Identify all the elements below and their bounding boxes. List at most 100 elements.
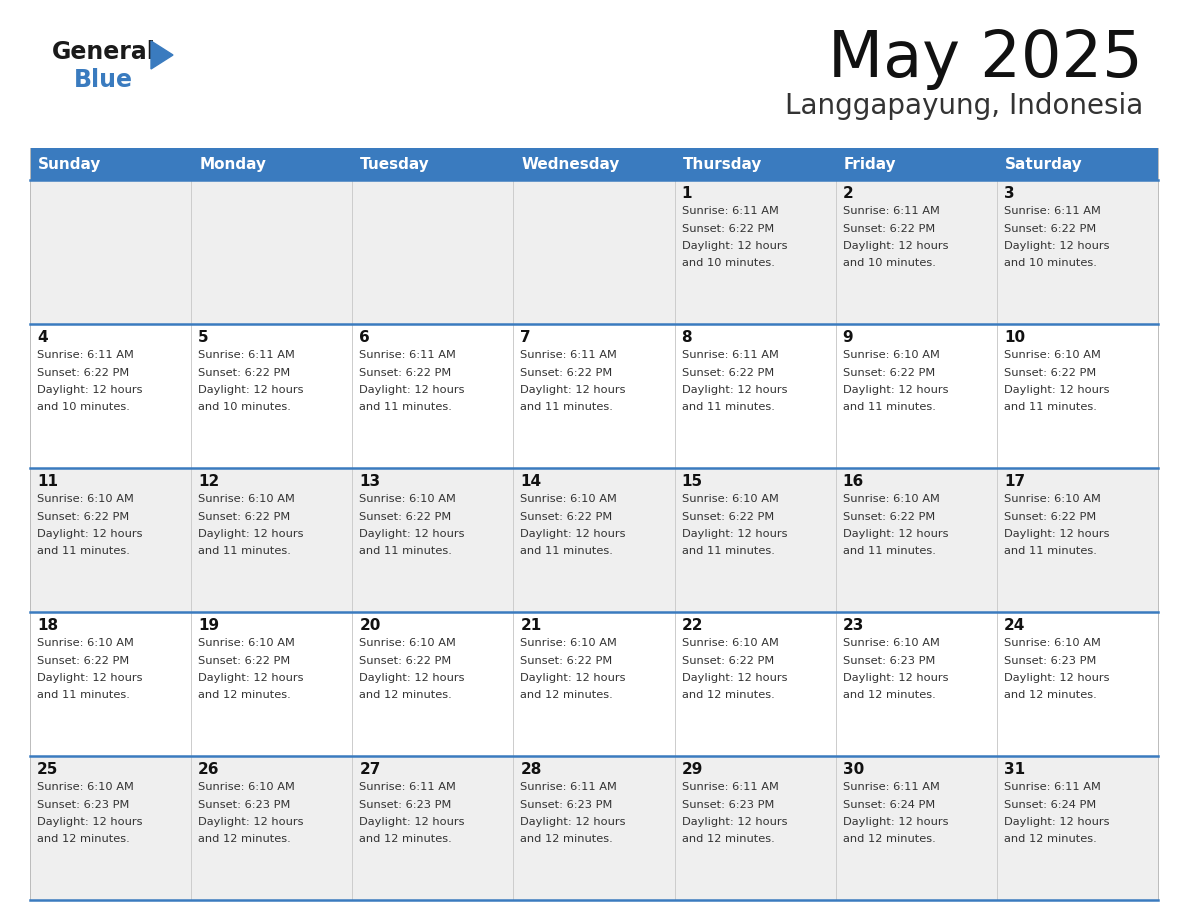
Text: Daylight: 12 hours: Daylight: 12 hours: [37, 817, 143, 827]
Text: and 12 minutes.: and 12 minutes.: [520, 690, 613, 700]
Text: Sunset: 6:22 PM: Sunset: 6:22 PM: [198, 655, 290, 666]
Text: and 12 minutes.: and 12 minutes.: [682, 834, 775, 845]
Text: Sunrise: 6:10 AM: Sunrise: 6:10 AM: [359, 638, 456, 648]
Text: Sunrise: 6:10 AM: Sunrise: 6:10 AM: [842, 638, 940, 648]
Text: and 12 minutes.: and 12 minutes.: [842, 690, 935, 700]
Text: and 12 minutes.: and 12 minutes.: [1004, 690, 1097, 700]
Text: Daylight: 12 hours: Daylight: 12 hours: [520, 673, 626, 683]
Text: Sunset: 6:22 PM: Sunset: 6:22 PM: [520, 367, 613, 377]
Text: Sunset: 6:22 PM: Sunset: 6:22 PM: [359, 655, 451, 666]
Text: Sunrise: 6:10 AM: Sunrise: 6:10 AM: [37, 494, 134, 504]
Text: Daylight: 12 hours: Daylight: 12 hours: [1004, 817, 1110, 827]
Text: Sunrise: 6:10 AM: Sunrise: 6:10 AM: [359, 494, 456, 504]
Text: Sunset: 6:22 PM: Sunset: 6:22 PM: [359, 367, 451, 377]
Text: 5: 5: [198, 330, 209, 345]
Text: Daylight: 12 hours: Daylight: 12 hours: [198, 385, 304, 395]
Text: 6: 6: [359, 330, 369, 345]
Text: Daylight: 12 hours: Daylight: 12 hours: [359, 673, 465, 683]
Text: Sunset: 6:23 PM: Sunset: 6:23 PM: [37, 800, 129, 810]
Text: Sunset: 6:22 PM: Sunset: 6:22 PM: [37, 511, 129, 521]
Text: Saturday: Saturday: [1005, 156, 1082, 172]
Text: Sunset: 6:22 PM: Sunset: 6:22 PM: [842, 511, 935, 521]
Text: 30: 30: [842, 762, 864, 777]
Text: and 10 minutes.: and 10 minutes.: [682, 259, 775, 268]
Text: and 11 minutes.: and 11 minutes.: [37, 546, 129, 556]
Text: Daylight: 12 hours: Daylight: 12 hours: [359, 529, 465, 539]
Text: 9: 9: [842, 330, 853, 345]
Text: Sunset: 6:22 PM: Sunset: 6:22 PM: [682, 511, 773, 521]
Text: Sunset: 6:23 PM: Sunset: 6:23 PM: [198, 800, 291, 810]
Text: Sunrise: 6:11 AM: Sunrise: 6:11 AM: [1004, 206, 1101, 216]
Text: Daylight: 12 hours: Daylight: 12 hours: [359, 817, 465, 827]
Text: Daylight: 12 hours: Daylight: 12 hours: [682, 673, 788, 683]
Text: Daylight: 12 hours: Daylight: 12 hours: [682, 385, 788, 395]
Text: Daylight: 12 hours: Daylight: 12 hours: [1004, 673, 1110, 683]
Text: Daylight: 12 hours: Daylight: 12 hours: [842, 529, 948, 539]
Text: 14: 14: [520, 474, 542, 489]
Text: Sunset: 6:22 PM: Sunset: 6:22 PM: [1004, 367, 1097, 377]
Text: and 11 minutes.: and 11 minutes.: [1004, 546, 1097, 556]
Text: Sunrise: 6:10 AM: Sunrise: 6:10 AM: [842, 494, 940, 504]
Text: Daylight: 12 hours: Daylight: 12 hours: [37, 529, 143, 539]
Text: Sunrise: 6:11 AM: Sunrise: 6:11 AM: [520, 350, 618, 360]
Text: Tuesday: Tuesday: [360, 156, 430, 172]
Text: Sunset: 6:22 PM: Sunset: 6:22 PM: [842, 223, 935, 233]
Text: and 12 minutes.: and 12 minutes.: [682, 690, 775, 700]
Text: Daylight: 12 hours: Daylight: 12 hours: [682, 241, 788, 251]
Text: Sunrise: 6:11 AM: Sunrise: 6:11 AM: [682, 782, 778, 792]
Text: 26: 26: [198, 762, 220, 777]
Text: 17: 17: [1004, 474, 1025, 489]
Text: Sunrise: 6:11 AM: Sunrise: 6:11 AM: [359, 782, 456, 792]
Text: Sunset: 6:22 PM: Sunset: 6:22 PM: [682, 655, 773, 666]
Text: Sunrise: 6:11 AM: Sunrise: 6:11 AM: [520, 782, 618, 792]
Bar: [30, 612, 1158, 756]
Text: 4: 4: [37, 330, 48, 345]
Text: and 10 minutes.: and 10 minutes.: [842, 259, 936, 268]
Bar: [30, 180, 1158, 324]
Text: Sunrise: 6:11 AM: Sunrise: 6:11 AM: [682, 350, 778, 360]
Text: 25: 25: [37, 762, 58, 777]
Text: Daylight: 12 hours: Daylight: 12 hours: [198, 529, 304, 539]
Text: and 10 minutes.: and 10 minutes.: [198, 402, 291, 412]
Text: 3: 3: [1004, 186, 1015, 201]
Bar: [30, 148, 1158, 180]
Text: Sunset: 6:24 PM: Sunset: 6:24 PM: [1004, 800, 1097, 810]
Text: Sunset: 6:22 PM: Sunset: 6:22 PM: [37, 367, 129, 377]
Text: Langgapayung, Indonesia: Langgapayung, Indonesia: [785, 92, 1143, 120]
Text: Sunset: 6:23 PM: Sunset: 6:23 PM: [359, 800, 451, 810]
Text: and 11 minutes.: and 11 minutes.: [842, 546, 936, 556]
Text: 8: 8: [682, 330, 693, 345]
Text: Daylight: 12 hours: Daylight: 12 hours: [842, 241, 948, 251]
Text: Sunrise: 6:10 AM: Sunrise: 6:10 AM: [520, 494, 618, 504]
Text: Thursday: Thursday: [683, 156, 762, 172]
Text: Sunrise: 6:10 AM: Sunrise: 6:10 AM: [520, 638, 618, 648]
Polygon shape: [151, 41, 173, 69]
Text: Daylight: 12 hours: Daylight: 12 hours: [198, 673, 304, 683]
Text: and 10 minutes.: and 10 minutes.: [1004, 259, 1097, 268]
Text: Sunrise: 6:11 AM: Sunrise: 6:11 AM: [1004, 782, 1101, 792]
Text: Sunset: 6:22 PM: Sunset: 6:22 PM: [359, 511, 451, 521]
Text: Sunrise: 6:10 AM: Sunrise: 6:10 AM: [842, 350, 940, 360]
Bar: [30, 756, 1158, 900]
Text: Daylight: 12 hours: Daylight: 12 hours: [520, 817, 626, 827]
Text: and 12 minutes.: and 12 minutes.: [198, 690, 291, 700]
Text: and 12 minutes.: and 12 minutes.: [1004, 834, 1097, 845]
Text: 7: 7: [520, 330, 531, 345]
Text: Sunset: 6:23 PM: Sunset: 6:23 PM: [520, 800, 613, 810]
Text: 31: 31: [1004, 762, 1025, 777]
Text: 1: 1: [682, 186, 693, 201]
Text: Sunrise: 6:10 AM: Sunrise: 6:10 AM: [1004, 638, 1101, 648]
Text: Sunrise: 6:10 AM: Sunrise: 6:10 AM: [198, 638, 295, 648]
Text: and 12 minutes.: and 12 minutes.: [359, 834, 453, 845]
Text: Sunset: 6:23 PM: Sunset: 6:23 PM: [682, 800, 773, 810]
Text: 22: 22: [682, 618, 703, 633]
Text: Sunday: Sunday: [38, 156, 101, 172]
Text: 11: 11: [37, 474, 58, 489]
Text: Sunset: 6:23 PM: Sunset: 6:23 PM: [842, 655, 935, 666]
Text: 27: 27: [359, 762, 380, 777]
Text: Daylight: 12 hours: Daylight: 12 hours: [1004, 241, 1110, 251]
Text: Sunrise: 6:11 AM: Sunrise: 6:11 AM: [198, 350, 295, 360]
Text: and 11 minutes.: and 11 minutes.: [842, 402, 936, 412]
Text: Sunrise: 6:10 AM: Sunrise: 6:10 AM: [682, 638, 778, 648]
Text: 13: 13: [359, 474, 380, 489]
